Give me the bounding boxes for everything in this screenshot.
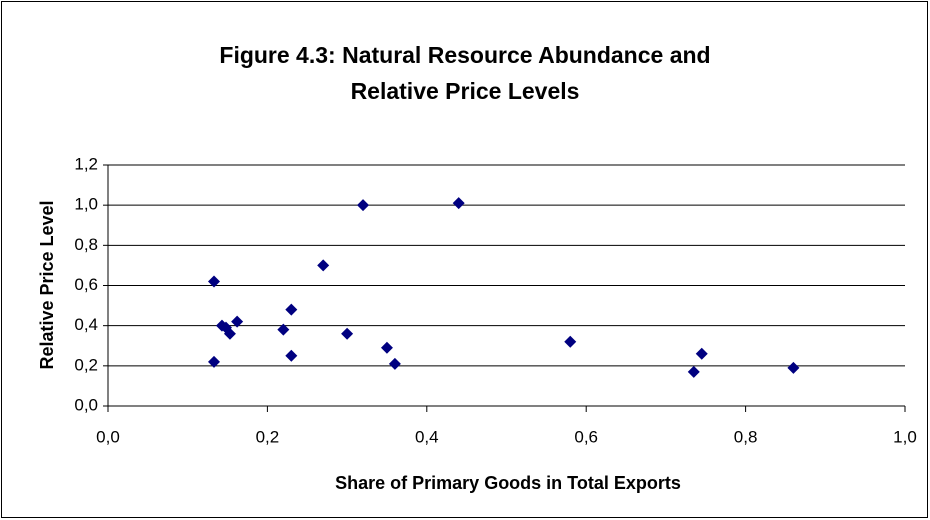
point [223,327,236,340]
point [787,361,800,374]
x-axis-label: Share of Primary Goods in Total Exports [335,473,681,493]
y-tick-label: 0,8 [74,235,98,254]
point [285,349,298,362]
chart-title: Relative Price Levels [351,78,580,104]
x-tick-label: 0,4 [415,427,439,446]
point [277,323,290,336]
x-tick-label: 0,0 [96,427,120,446]
y-tick-label: 0,0 [74,395,98,414]
x-tick-label: 0,2 [256,427,280,446]
y-tick-label: 0,4 [74,315,98,334]
x-tick-label: 1,0 [893,427,917,446]
point [357,199,370,212]
point [695,347,708,360]
point [317,259,330,272]
point [380,341,393,354]
y-tick-label: 0,2 [74,355,98,374]
point [208,275,221,288]
point [687,365,700,378]
chart-title: Figure 4.3: Natural Resource Abundance a… [219,42,710,68]
point [231,315,244,328]
point [452,197,465,210]
y-axis-label: Relative Price Level [37,200,57,369]
point [564,335,577,348]
point [341,327,354,340]
y-tick-label: 1,2 [74,154,98,173]
y-tick-label: 1,0 [74,195,98,214]
point [208,355,221,368]
y-tick-label: 0,6 [74,275,98,294]
x-tick-label: 0,6 [574,427,598,446]
point [285,303,298,316]
point [388,357,401,370]
x-tick-label: 0,8 [734,427,758,446]
